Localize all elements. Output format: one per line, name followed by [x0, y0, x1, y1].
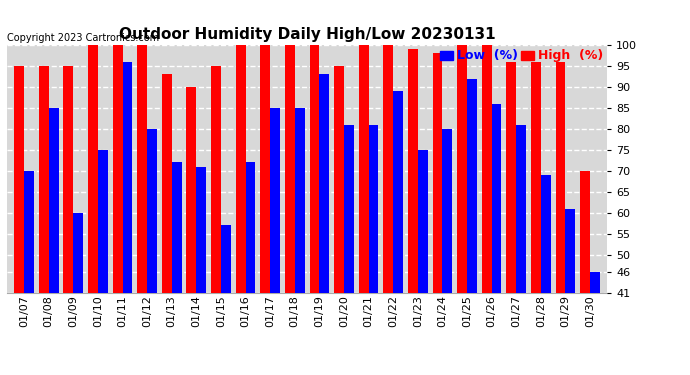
Bar [482, 45, 491, 292]
Bar [555, 62, 565, 292]
Bar [408, 49, 417, 292]
Bar [112, 45, 123, 292]
Bar [295, 108, 304, 292]
Bar [433, 53, 442, 292]
Bar [73, 213, 83, 292]
Bar [516, 125, 526, 292]
Bar [49, 108, 59, 292]
Bar [63, 66, 73, 292]
Bar [246, 162, 255, 292]
Bar [491, 104, 502, 292]
Text: Copyright 2023 Cartronics.com: Copyright 2023 Cartronics.com [7, 33, 159, 42]
Bar [541, 175, 551, 292]
Bar [384, 45, 393, 292]
Bar [98, 150, 108, 292]
Bar [344, 125, 354, 292]
Bar [88, 45, 98, 292]
Bar [467, 78, 477, 292]
Bar [221, 225, 230, 292]
Bar [162, 74, 172, 292]
Bar [457, 45, 467, 292]
Bar [580, 171, 590, 292]
Bar [565, 209, 575, 292]
Legend: Low  (%), High  (%): Low (%), High (%) [435, 45, 607, 67]
Bar [393, 91, 403, 292]
Bar [24, 171, 34, 292]
Bar [123, 62, 132, 292]
Bar [531, 62, 541, 292]
Bar [147, 129, 157, 292]
Bar [442, 129, 452, 292]
Bar [417, 150, 428, 292]
Bar [39, 66, 49, 292]
Bar [310, 45, 319, 292]
Bar [359, 45, 368, 292]
Title: Outdoor Humidity Daily High/Low 20230131: Outdoor Humidity Daily High/Low 20230131 [119, 27, 495, 42]
Bar [590, 272, 600, 292]
Bar [334, 66, 344, 292]
Bar [197, 166, 206, 292]
Bar [368, 125, 378, 292]
Bar [285, 45, 295, 292]
Bar [319, 74, 329, 292]
Bar [186, 87, 197, 292]
Bar [172, 162, 181, 292]
Bar [260, 45, 270, 292]
Bar [14, 66, 24, 292]
Bar [211, 66, 221, 292]
Bar [236, 45, 246, 292]
Bar [137, 45, 147, 292]
Bar [506, 62, 516, 292]
Bar [270, 108, 280, 292]
